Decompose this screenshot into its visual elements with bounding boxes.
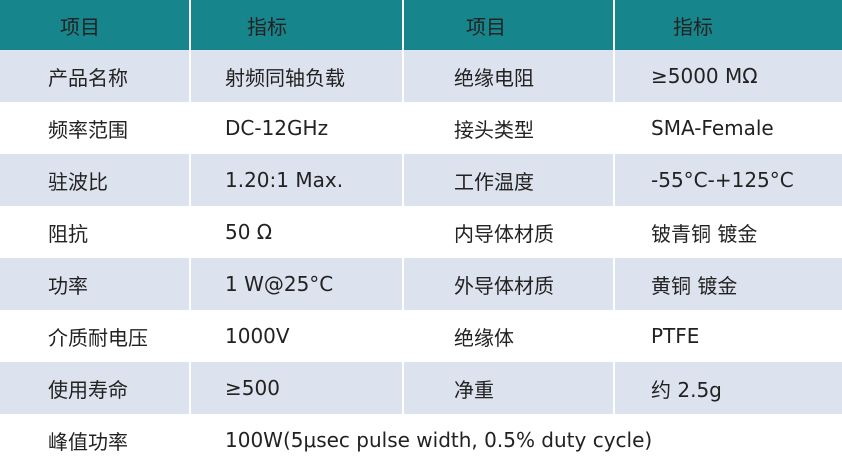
table-row: 驻波比 1.20:1 Max. 工作温度 -55°C-+125°C (0, 154, 842, 206)
table-cell: 产品名称 (0, 50, 190, 102)
table-row: 使用寿命 ≥500 净重约 2.5g (0, 362, 842, 414)
header-cell: 指标 (189, 0, 403, 50)
table-row: 峰值功率 100W(5μsec pulse width, 0.5% duty cy… (0, 414, 842, 466)
table-cell: 阻抗 (48, 221, 88, 246)
table-cell: 外导体材质 (402, 258, 614, 310)
table-cell: 绝缘电阻 (402, 50, 614, 102)
table-body: 产品名称 射频同轴负载 绝缘电阻 ≥5000 MΩ 频率范围 DC-12GHz 接头类型 SM… (0, 50, 842, 466)
table-cell: 接头类型 (402, 102, 614, 154)
table-cell: 频率范围 (48, 117, 128, 142)
table-cell: 黄铜 镀金 (613, 258, 842, 310)
table-cell: 使用寿命 (0, 362, 190, 414)
table-cell: 介质耐电压 (48, 325, 148, 350)
header-cell: 指标 (613, 0, 842, 50)
table-cell: SMA-Female (613, 102, 842, 154)
table-cell: 驻波比 (0, 154, 190, 206)
table-cell: 1 W@25°C (189, 258, 403, 310)
table-cell: 内导体材质 (402, 206, 614, 258)
table-cell: 1000V (189, 310, 403, 362)
table-row: 功率 1 W@25°C 外导体材质 黄铜 镀金 (0, 258, 842, 310)
table-cell: 绝缘体 (402, 310, 614, 362)
table-cell: -55°C-+125°C (613, 154, 842, 206)
table-cell: 峰值功率 (48, 429, 128, 454)
table-row: 介质耐电压 1000V 绝缘体 PTFE (0, 310, 842, 362)
table-cell: 100W(5μsec pulse width, 0.5% duty cycle) (189, 414, 842, 466)
table-cell: 工作温度 (402, 154, 614, 206)
table-cell: 射频同轴负载 (189, 50, 403, 102)
table-cell: 功率 (0, 258, 190, 310)
table-cell: 约 2.5g (613, 362, 842, 414)
table-cell: 铍青铜 镀金 (613, 206, 842, 258)
header-cell: 项目 (402, 0, 614, 50)
table-cell: ≥500 (189, 362, 403, 414)
table-row: 产品名称 射频同轴负载 绝缘电阻 ≥5000 MΩ (0, 50, 842, 102)
table-row: 阻抗 50 Ω 内导体材质 铍青铜 镀金 (0, 206, 842, 258)
table-cell: PTFE (613, 310, 842, 362)
table-cell: 净重 (402, 362, 614, 414)
table-cell: ≥5000 MΩ (613, 50, 842, 102)
table-cell: 1.20:1 Max. (189, 154, 403, 206)
table-cell: DC-12GHz (189, 102, 403, 154)
table-row: 频率范围 DC-12GHz 接头类型 SMA-Female (0, 102, 842, 154)
header-row: 项目 指标 项目 指标 (0, 0, 842, 50)
table-cell: 50 Ω (189, 206, 403, 258)
header-cell: 项目 (0, 0, 190, 50)
